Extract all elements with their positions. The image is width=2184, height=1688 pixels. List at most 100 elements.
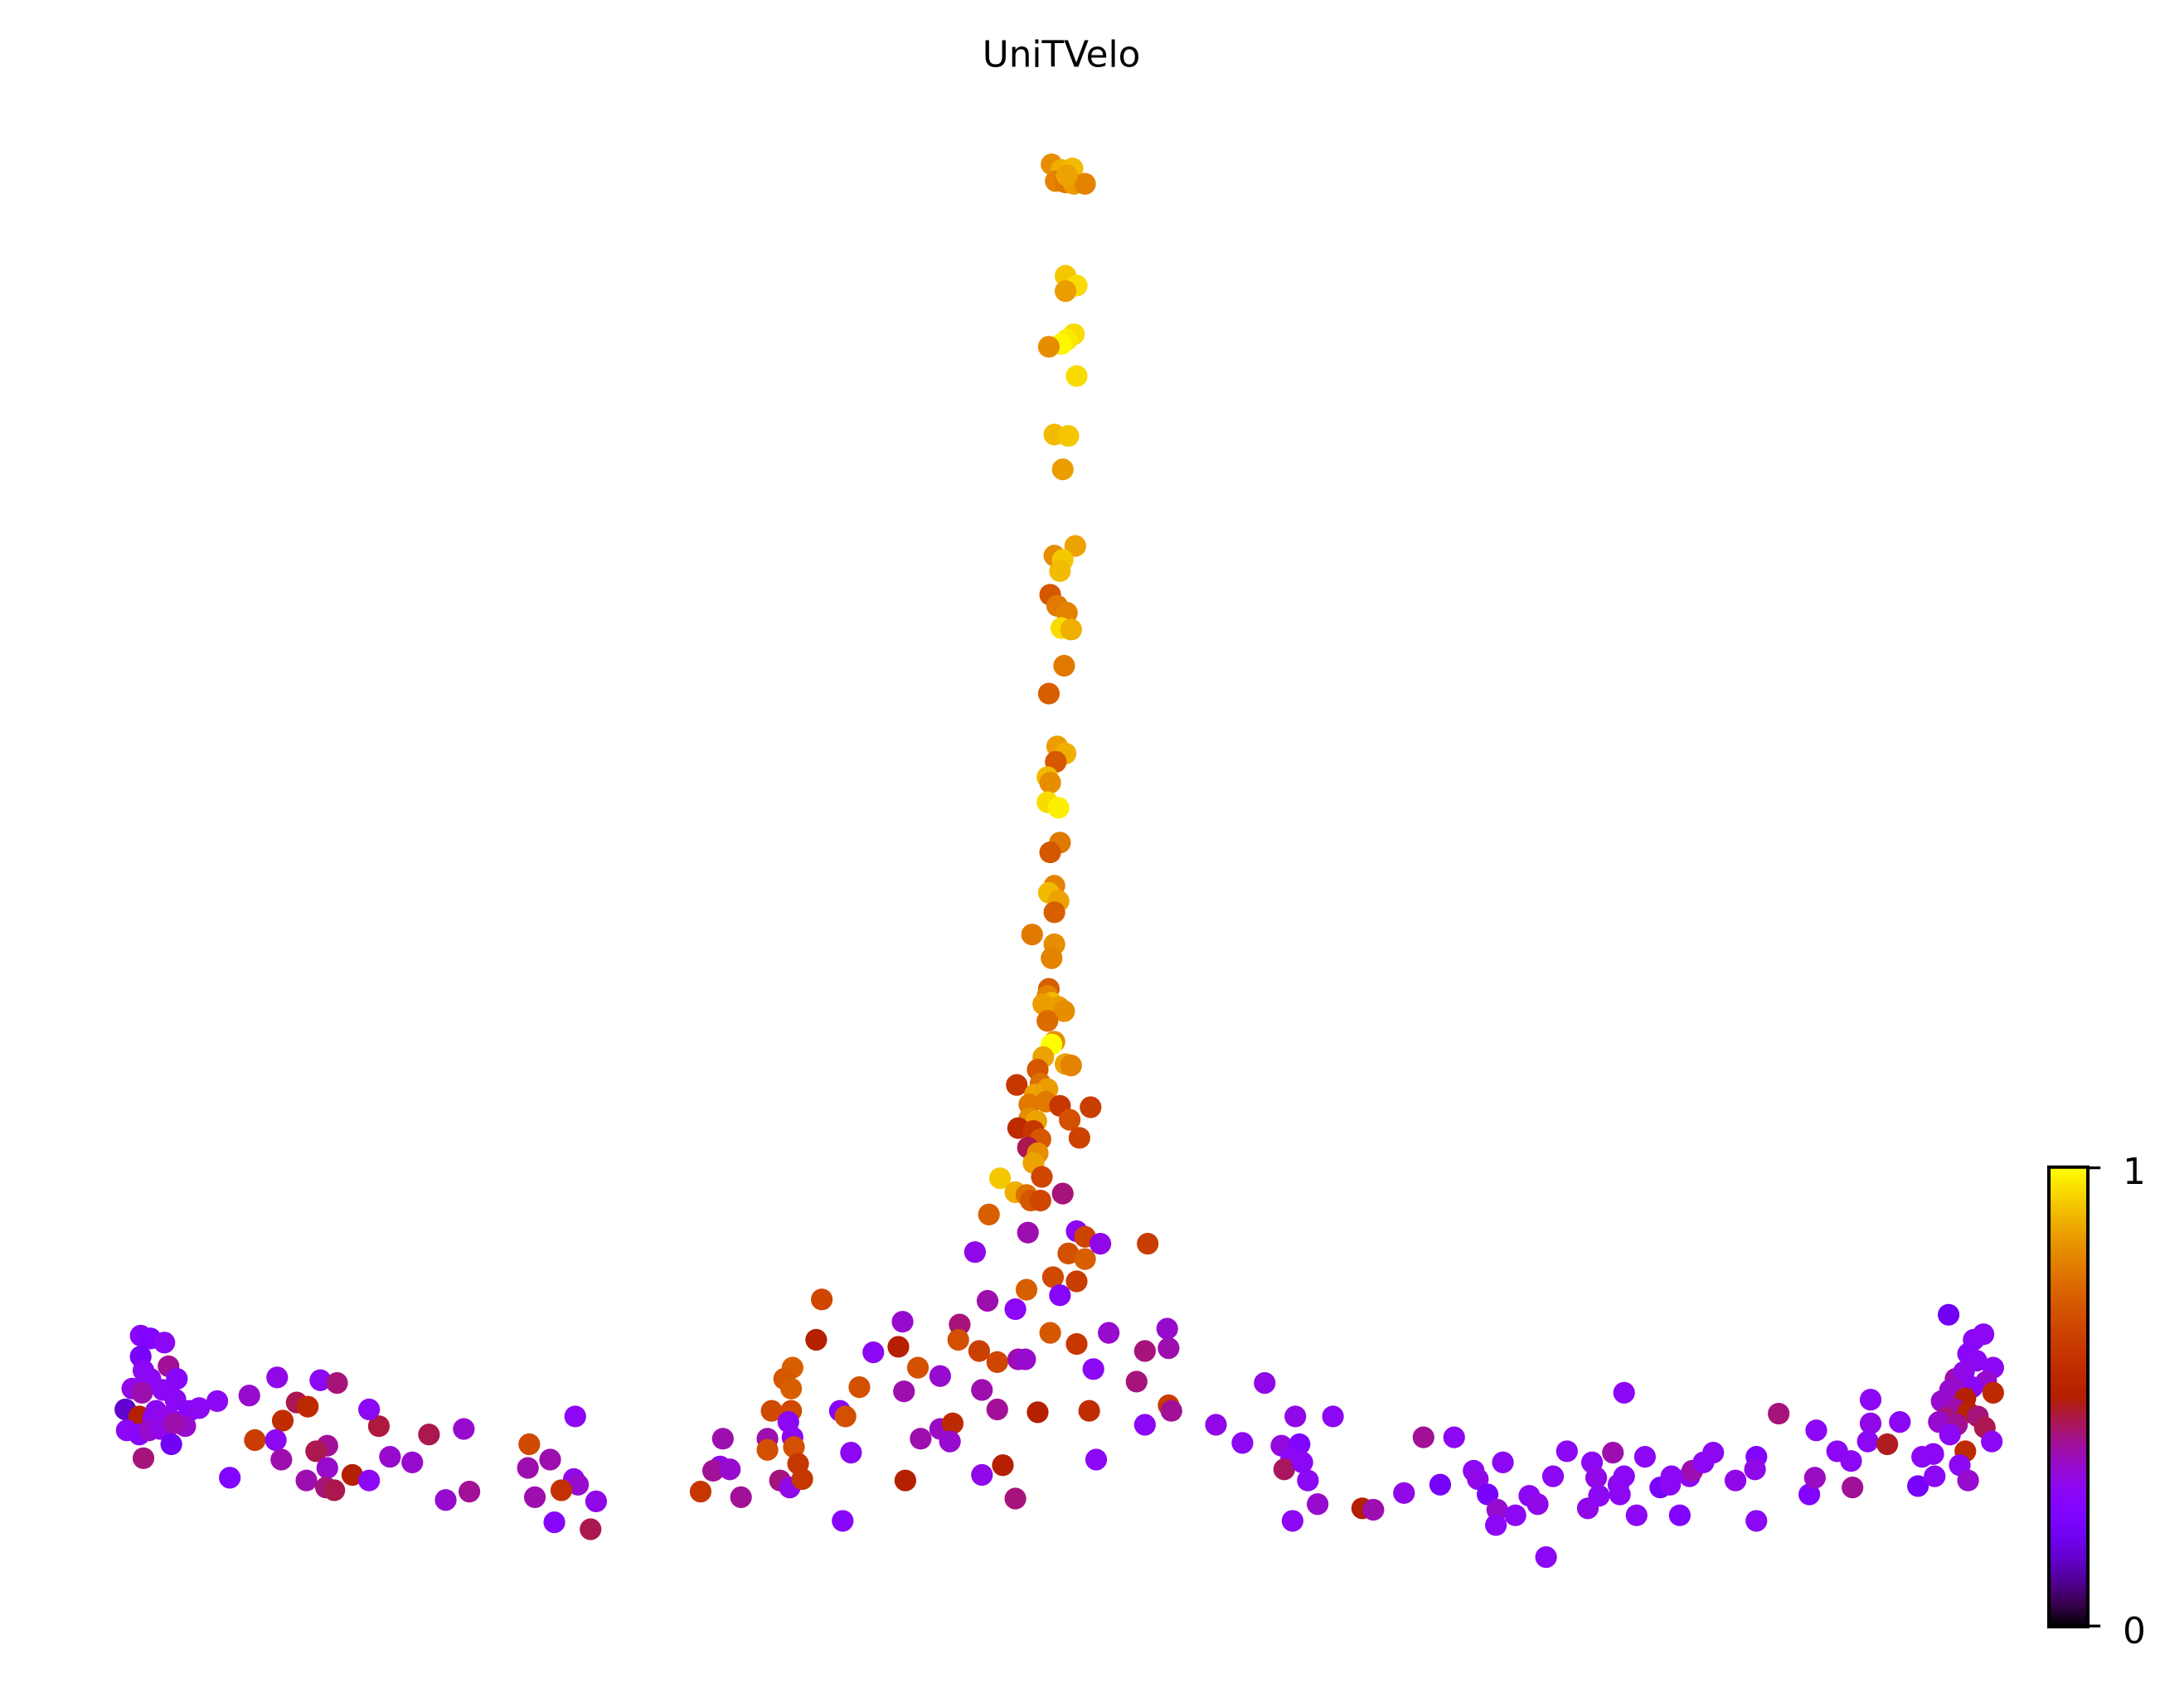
data-point [1613, 1465, 1635, 1487]
data-point [1043, 901, 1065, 924]
data-point [1053, 654, 1075, 677]
data-point [459, 1481, 481, 1503]
data-point [1031, 1166, 1053, 1188]
colorbar-max-label: 1 [2123, 1151, 2146, 1193]
data-point [219, 1467, 241, 1489]
data-point [1004, 1487, 1026, 1510]
data-point [701, 1459, 725, 1482]
data-point [1281, 1510, 1304, 1532]
data-point [543, 1511, 565, 1534]
data-point [585, 1490, 608, 1513]
data-point [939, 1430, 961, 1453]
data-point [947, 1328, 969, 1351]
data-point [986, 1398, 1008, 1421]
data-point [1053, 1000, 1075, 1022]
data-point [295, 1469, 318, 1492]
data-point [971, 1379, 993, 1401]
data-point [1625, 1504, 1648, 1526]
data-point [906, 1356, 929, 1379]
data-point [805, 1328, 827, 1351]
data-point [1362, 1498, 1385, 1521]
data-point [1322, 1405, 1344, 1428]
data-point [760, 1399, 783, 1422]
data-point [1938, 1303, 1960, 1326]
data-point [1037, 682, 1060, 705]
data-point [976, 1289, 999, 1312]
data-point [689, 1481, 712, 1503]
data-point [1089, 1233, 1112, 1255]
data-point [1078, 1399, 1100, 1422]
data-point [1098, 1322, 1120, 1344]
data-point [305, 1440, 328, 1462]
data-point [1744, 1458, 1766, 1481]
data-point [862, 1341, 885, 1364]
data-point [783, 1436, 805, 1458]
data-point [1541, 1465, 1565, 1487]
data-point [270, 1448, 293, 1471]
data-point [1982, 1381, 2004, 1404]
data-point [1291, 1451, 1313, 1473]
data-point [1668, 1504, 1691, 1526]
data-point [1014, 1348, 1036, 1370]
data-point [1924, 1465, 1946, 1487]
data-point [1065, 365, 1088, 387]
data-point [160, 1433, 182, 1456]
data-point [367, 1415, 391, 1438]
data-point [539, 1448, 561, 1471]
data-point [1057, 424, 1080, 447]
data-point [379, 1446, 401, 1468]
data-point [1297, 1469, 1319, 1492]
data-point [1803, 1467, 1826, 1489]
data-point [1037, 336, 1060, 358]
data-point [992, 1454, 1014, 1477]
data-point [1051, 1182, 1074, 1205]
data-point [1273, 1458, 1295, 1481]
data-point [1039, 771, 1061, 794]
data-point [434, 1489, 457, 1511]
data-point [131, 1381, 153, 1404]
data-point [1889, 1411, 1911, 1433]
data-point [550, 1479, 573, 1501]
data-point [1074, 172, 1096, 195]
data-point [1876, 1433, 1899, 1456]
colorbar: 1 0 [2047, 1151, 2146, 1652]
data-point [941, 1412, 964, 1434]
data-point [1429, 1473, 1452, 1496]
data-point [1840, 1450, 1862, 1472]
data-point [1205, 1414, 1227, 1436]
data-point [1922, 1443, 1944, 1465]
data-point [1068, 1127, 1090, 1149]
data-point [968, 1340, 991, 1362]
scatter-points [114, 153, 2004, 1569]
data-point [453, 1418, 475, 1440]
data-point [266, 1366, 289, 1389]
data-point [1039, 841, 1061, 864]
data-point [271, 1409, 294, 1432]
data-point [326, 1372, 348, 1395]
data-point [1535, 1545, 1557, 1569]
data-point [1064, 535, 1086, 557]
data-point [711, 1428, 734, 1450]
data-point [1856, 1430, 1879, 1453]
data-point [401, 1451, 424, 1473]
data-point [1526, 1493, 1549, 1516]
data-point [963, 1241, 986, 1264]
data-point [1082, 1358, 1104, 1380]
data-point [1602, 1441, 1624, 1464]
data-point [1805, 1419, 1827, 1442]
data-point [1137, 1233, 1159, 1255]
data-point [756, 1438, 779, 1461]
data-point [1133, 1340, 1156, 1362]
data-point [1555, 1440, 1578, 1462]
data-point [1443, 1426, 1465, 1448]
data-point [309, 1369, 332, 1391]
data-point [316, 1457, 338, 1479]
data-point [929, 1365, 951, 1387]
data-point [1393, 1482, 1415, 1504]
data-point [1051, 458, 1074, 481]
data-point [1057, 1242, 1080, 1264]
data-point [163, 1412, 186, 1434]
data-point [848, 1376, 871, 1399]
data-point [1049, 560, 1071, 582]
data-point [1939, 1424, 1961, 1446]
